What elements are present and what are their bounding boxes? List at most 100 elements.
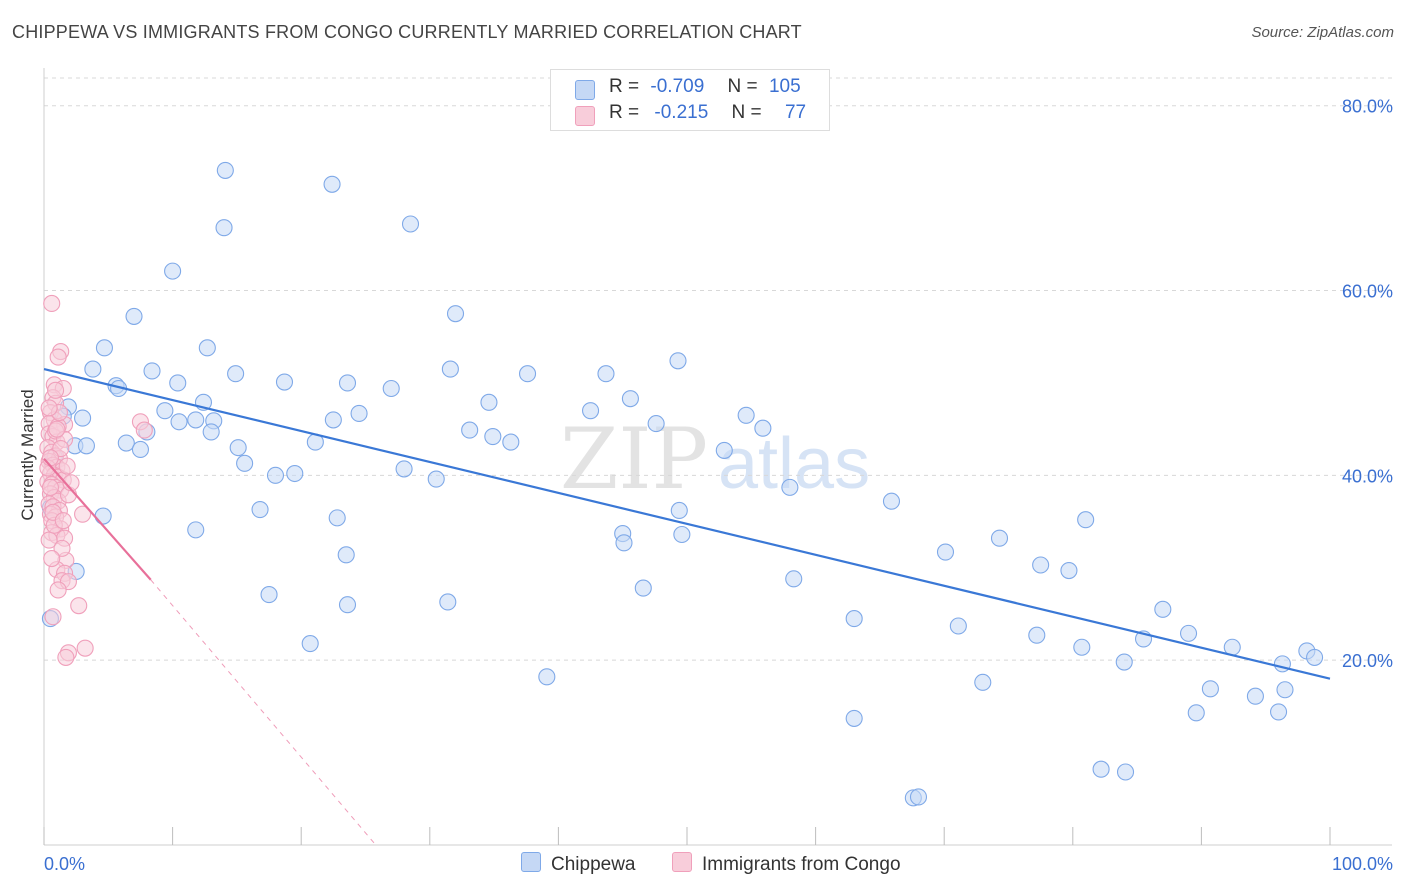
congo-point [41, 449, 59, 467]
chippewa-point [1073, 638, 1091, 656]
chippewa-point [737, 406, 755, 424]
chippewa-point [94, 507, 112, 525]
chippewa-point [1092, 760, 1110, 778]
legend-label-congo: Immigrants from Congo [702, 854, 901, 875]
chippewa-point [131, 440, 149, 459]
congo-point [40, 399, 58, 417]
chippewa-point [260, 586, 278, 604]
chippewa-point [395, 460, 413, 478]
data-points [39, 161, 1324, 807]
congo-point [74, 505, 92, 523]
chippewa-point [502, 433, 520, 451]
chippewa-point [581, 402, 600, 420]
congo-point [54, 512, 72, 530]
chippewa-point [936, 543, 955, 561]
chippewa-point [647, 415, 665, 433]
chippewa-point [461, 421, 479, 439]
chippewa-point [1154, 600, 1172, 618]
chippewa-point [323, 175, 341, 193]
congo-point [49, 581, 67, 599]
congo-point [48, 420, 66, 438]
chippewa-point [1201, 680, 1219, 698]
chippewa-point [1028, 626, 1046, 644]
chippewa-point [439, 593, 457, 611]
congo-point [70, 597, 88, 615]
chippewa-point [77, 437, 95, 455]
trend-lines [43, 368, 1331, 846]
legend-item-congo[interactable]: Immigrants from Congo [672, 852, 901, 876]
chippewa-point [446, 305, 465, 323]
chippewa-point [785, 570, 803, 588]
legend-item-chippewa[interactable]: Chippewa [521, 852, 636, 876]
chippewa-point [382, 379, 400, 398]
stats-legend: R = -0.709 N = 105 R = -0.215 N = 77 [550, 69, 830, 131]
chippewa-point [484, 427, 502, 446]
chippewa-point [882, 492, 901, 510]
chippewa-point [169, 374, 187, 392]
y-tick-label: 40.0% [1342, 466, 1393, 486]
chart-title: CHIPPEWA VS IMMIGRANTS FROM CONGO CURREN… [12, 22, 802, 42]
congo-point [58, 457, 76, 475]
chippewa-point [1115, 653, 1133, 671]
congo-point [43, 294, 61, 313]
chippewa-point [95, 339, 113, 357]
chippewa-point [1060, 561, 1078, 580]
chippewa-point [1187, 704, 1205, 722]
congo-point [135, 421, 153, 439]
chippewa-point [1270, 703, 1288, 721]
r-value: -0.709 [650, 76, 705, 97]
chippewa-point [781, 478, 799, 496]
chippewa-point [754, 419, 772, 437]
n-label: N = [731, 102, 762, 123]
chippewa-point [275, 373, 294, 391]
chippewa-point [538, 668, 556, 686]
source-label: Source: ZipAtlas.com [1251, 24, 1394, 41]
chippewa-point [615, 534, 633, 552]
chippewa-point [328, 509, 346, 527]
legend-label-chippewa: Chippewa [551, 854, 636, 875]
chippewa-point [518, 365, 537, 383]
chippewa-point [1077, 511, 1095, 529]
congo-point [49, 348, 67, 366]
chippewa-point [441, 360, 459, 378]
chippewa-point [1179, 624, 1198, 642]
legend-swatch-congo [575, 106, 595, 126]
watermark: ZIP atlas [560, 410, 870, 508]
chippewa-point [266, 466, 285, 484]
y-tick-label: 60.0% [1342, 282, 1393, 302]
chippewa-point [164, 262, 182, 280]
chippewa-point [338, 374, 357, 392]
chippewa-point [845, 709, 863, 727]
chippewa-point [597, 365, 615, 383]
congo-point [47, 381, 65, 399]
chippewa-point [350, 404, 368, 422]
n-value: 105 [768, 76, 801, 97]
congo-trend-line [43, 458, 152, 581]
chippewa-point [974, 673, 992, 691]
chippewa-point [401, 215, 420, 233]
legend-swatch-congo [672, 852, 692, 872]
chippewa-point [227, 365, 245, 383]
chippewa-point [187, 411, 205, 429]
chippewa-point [198, 339, 216, 357]
chippewa-point [117, 434, 135, 452]
chippewa-point [338, 596, 357, 614]
legend-swatch-chippewa [521, 852, 541, 872]
chippewa-point [337, 546, 355, 564]
y-axis-label: Currently Married [18, 389, 37, 521]
chippewa-point [216, 161, 234, 179]
chippewa-point [845, 610, 863, 628]
x-tick-label: 100.0% [1332, 854, 1393, 874]
chippewa-point [170, 413, 188, 431]
congo-trend-extension [150, 579, 377, 846]
chippewa-point [634, 579, 652, 597]
chippewa-point [251, 501, 269, 519]
chippewa-point [229, 439, 247, 457]
grid-lines [44, 77, 1392, 661]
congo-point [44, 608, 62, 626]
chippewa-point [715, 441, 733, 459]
chippewa-point [669, 352, 687, 370]
tick-labels: 20.0% 40.0% 60.0% 80.0% 0.0% 100.0% [44, 97, 1393, 874]
chippewa-point [324, 411, 342, 429]
